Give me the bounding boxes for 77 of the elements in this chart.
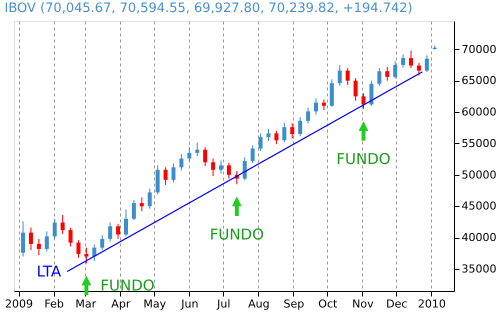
candlestick bbox=[76, 240, 80, 258]
candlestick bbox=[195, 142, 200, 156]
x-tick-label: Oct bbox=[318, 298, 338, 310]
series-label: LTA bbox=[36, 262, 62, 281]
candlestick bbox=[100, 234, 104, 251]
candlestick bbox=[290, 122, 294, 139]
candlestick bbox=[156, 164, 160, 195]
annotation: FUNDO bbox=[210, 225, 264, 244]
candlestick bbox=[44, 230, 49, 252]
y-tick-label: 60000 bbox=[462, 106, 496, 119]
candlestick bbox=[36, 238, 41, 256]
candlestick bbox=[21, 220, 26, 257]
candlestick bbox=[274, 130, 278, 145]
candlestick bbox=[226, 162, 231, 180]
candlestick bbox=[52, 218, 57, 240]
y-tick-label: 50000 bbox=[462, 168, 496, 182]
candlestick bbox=[108, 222, 112, 242]
candlestick bbox=[250, 144, 255, 164]
x-tick-label: Apr bbox=[111, 298, 131, 310]
x-tick-label: May bbox=[143, 298, 167, 310]
candlestick bbox=[218, 160, 223, 174]
annotation: FUNDO bbox=[336, 150, 391, 168]
candlestick bbox=[282, 122, 286, 143]
candlestick bbox=[377, 68, 382, 86]
candlestick bbox=[124, 208, 128, 237]
x-tick-label: Feb bbox=[44, 298, 64, 310]
candlestick bbox=[211, 158, 216, 177]
candlestick bbox=[298, 116, 302, 136]
x-tick-label: Aug bbox=[248, 298, 270, 310]
y-tick-label: 55000 bbox=[462, 136, 496, 150]
candlestick bbox=[148, 188, 152, 210]
candlestick bbox=[362, 92, 366, 110]
candlestick bbox=[409, 50, 414, 69]
candlestick bbox=[179, 154, 184, 171]
x-tick-label: Jul bbox=[216, 298, 230, 310]
candlestick bbox=[84, 247, 88, 264]
candlestick bbox=[330, 78, 334, 108]
x-tick-label: Sep bbox=[284, 298, 304, 310]
candlestick bbox=[338, 64, 342, 86]
candlestick bbox=[140, 196, 144, 212]
candlestick bbox=[164, 166, 168, 186]
y-tick-label: 70000 bbox=[462, 42, 496, 56]
candlestick bbox=[393, 60, 398, 80]
candlestick bbox=[92, 244, 96, 262]
candlestick bbox=[28, 227, 33, 251]
candlestick bbox=[258, 132, 263, 152]
candlestick bbox=[369, 80, 374, 106]
candlestick bbox=[354, 78, 358, 102]
candlestick bbox=[116, 223, 120, 240]
x-tick-label: Mar bbox=[75, 298, 97, 310]
candlestick bbox=[60, 214, 65, 234]
x-tick-label: Jun bbox=[180, 298, 198, 310]
x-tick-label: Dec bbox=[386, 298, 408, 310]
candlestick bbox=[385, 66, 390, 82]
candlestick bbox=[242, 156, 247, 181]
candlestick bbox=[187, 146, 192, 162]
candlestick bbox=[346, 68, 350, 86]
x-tick-label: 2010 bbox=[418, 298, 446, 310]
x-tick-label: Nov bbox=[352, 298, 374, 310]
candlestick bbox=[68, 227, 73, 247]
y-tick-label: 40000 bbox=[462, 231, 496, 244]
candlestick bbox=[203, 146, 208, 167]
candlestick bbox=[171, 163, 176, 183]
candlestick bbox=[416, 62, 421, 76]
candlestick bbox=[401, 54, 406, 68]
y-tick-label: 45000 bbox=[462, 200, 496, 213]
candlestick bbox=[322, 98, 326, 111]
x-tick-label: 2009 bbox=[5, 298, 34, 310]
y-tick-label: 35000 bbox=[462, 262, 496, 276]
candlestick bbox=[266, 128, 270, 142]
candlestick bbox=[132, 199, 136, 221]
candlestick bbox=[306, 107, 310, 124]
candlestick bbox=[424, 55, 429, 72]
chart-title: IBOV (70,045.67, 70,594.55, 69,927.80, 70,239.82, +194.742) bbox=[4, 1, 413, 16]
annotation: FUNDO bbox=[100, 276, 155, 294]
candlestick bbox=[314, 98, 318, 116]
y-tick-label: 65000 bbox=[462, 74, 496, 88]
